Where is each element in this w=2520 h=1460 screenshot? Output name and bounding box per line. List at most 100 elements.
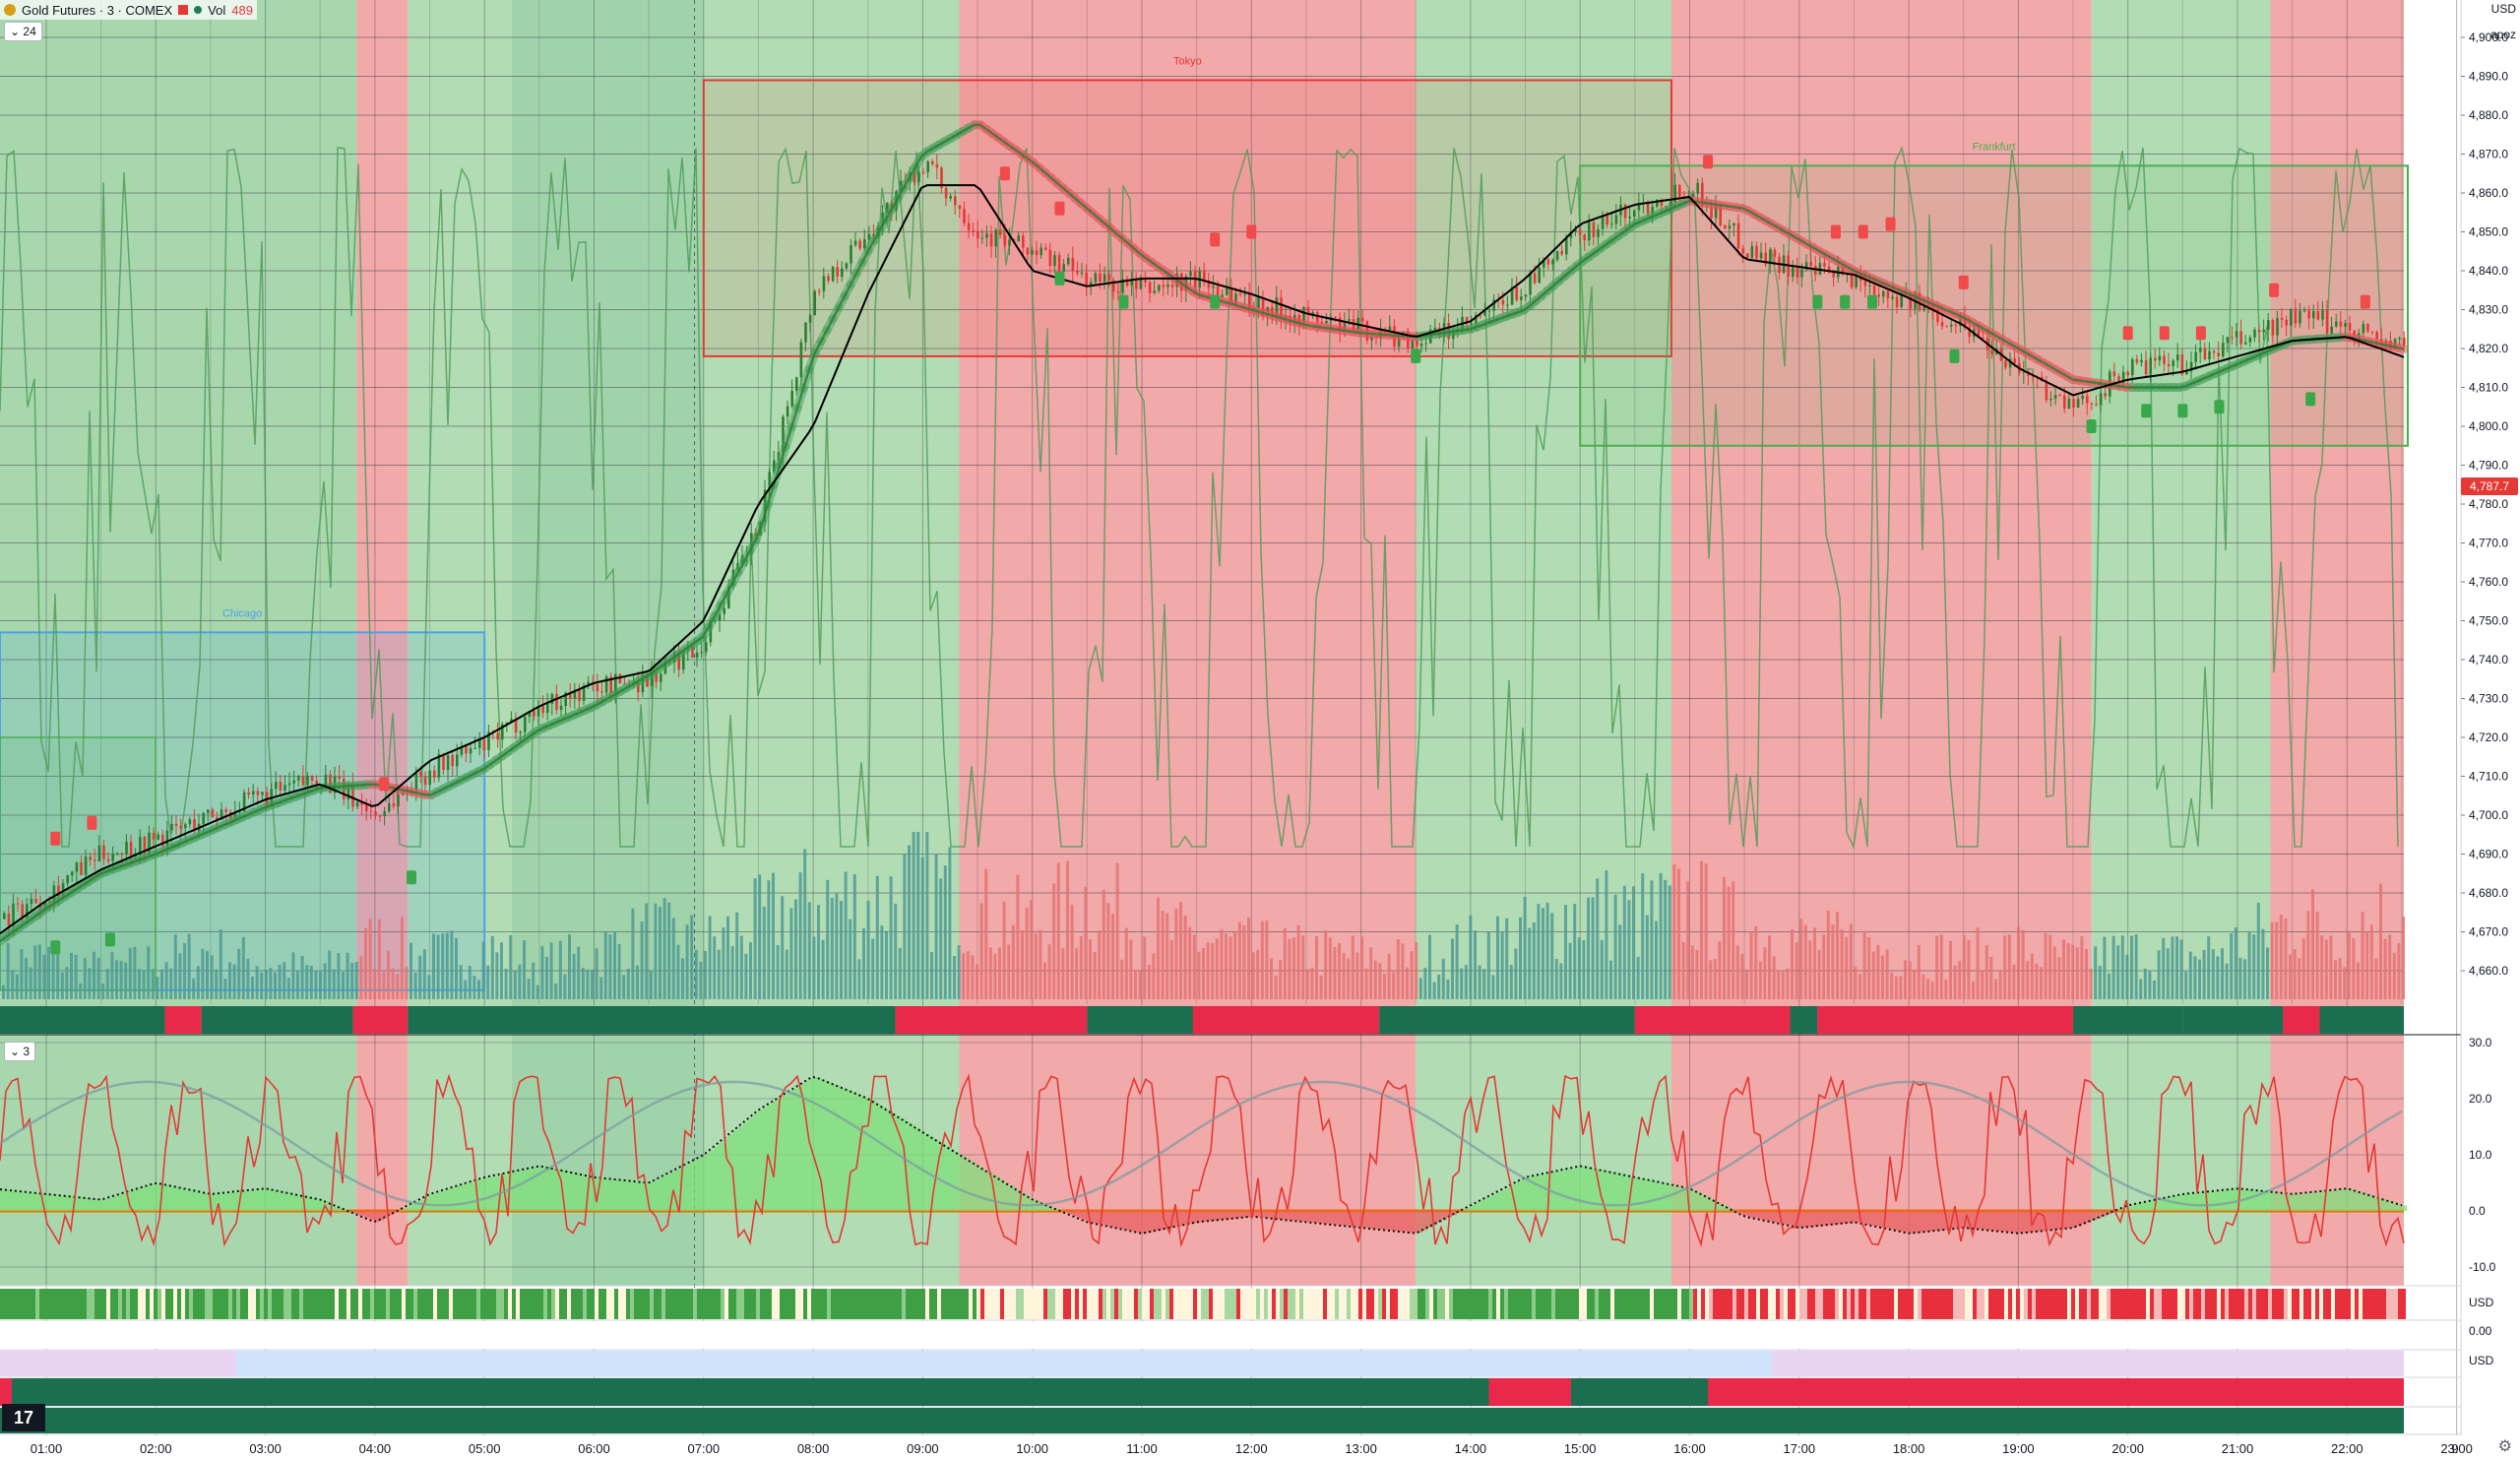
volume-label: Vol xyxy=(208,2,226,18)
time-tick-label: 18:00 xyxy=(1893,1441,1925,1456)
heat-strip-cell xyxy=(118,1289,122,1319)
osc-histogram-bar xyxy=(153,1183,158,1211)
heat-strip-cell xyxy=(945,1289,949,1319)
volume-bar xyxy=(164,962,168,999)
volume-bar xyxy=(934,854,938,999)
candle-body xyxy=(1229,287,1233,304)
time-axis[interactable]: 01:00 02:00 03:00 04:00 05:00 06:00 07:00 08:00… xyxy=(0,1435,2520,1460)
osc-histogram-bar xyxy=(571,1172,576,1211)
candle-body xyxy=(1053,255,1056,267)
heat-strip-cell xyxy=(764,1289,768,1319)
heat-strip-cell xyxy=(1516,1289,1520,1319)
heat-strip-cell xyxy=(2268,1289,2272,1319)
candle-body xyxy=(1543,259,1545,268)
heat-strip-cell xyxy=(1154,1289,1158,1319)
volume-bar xyxy=(1120,959,1124,999)
candle-body xyxy=(465,746,468,754)
osc-histogram-bar xyxy=(1496,1191,1501,1211)
price-axis[interactable]: 4,900.04,890.04,880.04,870.04,860.04,850… xyxy=(2460,0,2520,1460)
heat-strip-cell xyxy=(1079,1289,1083,1319)
candle-body xyxy=(841,268,844,277)
volume-bar xyxy=(2238,957,2242,999)
heat-strip-cell xyxy=(996,1289,1000,1319)
candle-body xyxy=(94,859,96,861)
candle-body xyxy=(582,685,586,701)
volume-bar xyxy=(2080,935,2084,999)
volume-bar xyxy=(418,955,422,999)
osc-histogram-bar xyxy=(2333,1189,2338,1211)
candle-body xyxy=(2302,310,2306,312)
volume-bar xyxy=(1994,979,1997,999)
volume-bar xyxy=(342,972,345,999)
scale-mode-label[interactable]: apoz xyxy=(2489,28,2516,41)
symbol-legend[interactable]: Gold Futures · 3 · COMEX Vol 489 xyxy=(0,0,257,20)
session-region-bull xyxy=(1416,0,1671,1286)
candle-body xyxy=(627,684,631,686)
candle-body xyxy=(2189,361,2193,372)
osc-pane-collapse-button[interactable]: ⌄ 3 xyxy=(4,1042,36,1061)
osc-histogram-bar xyxy=(310,1197,315,1211)
volume-bar xyxy=(223,978,227,999)
heat-strip-cell xyxy=(1040,1289,1043,1319)
volume-bar xyxy=(2256,902,2260,999)
candle-body xyxy=(1483,311,1486,316)
heat-strip-cell xyxy=(2327,1289,2331,1319)
time-tick-label: 15:00 xyxy=(1564,1441,1597,1456)
tradingview-logo[interactable]: 17 xyxy=(2,1404,45,1431)
volume-bar xyxy=(1034,933,1038,999)
heat-strip-cell xyxy=(2394,1289,2398,1319)
volume-bar xyxy=(25,957,28,999)
candle-body xyxy=(2167,363,2171,366)
volume-bar xyxy=(504,968,508,999)
volume-bar xyxy=(2247,931,2251,999)
candle-body xyxy=(1990,349,1993,354)
heat-strip-cell xyxy=(378,1289,382,1319)
heat-strip-cell xyxy=(386,1289,390,1319)
volume-bar xyxy=(332,969,336,999)
volume-bar xyxy=(2369,924,2373,999)
heat-strip-cell xyxy=(1504,1289,1508,1319)
candle-body xyxy=(660,673,662,682)
oscillator-pane[interactable] xyxy=(0,1042,2407,1268)
volume-bar xyxy=(916,832,920,999)
osc-histogram-bar xyxy=(1408,1211,1413,1233)
volume-bar xyxy=(1713,959,1717,999)
main-pane-collapse-button[interactable]: ⌄ 24 xyxy=(4,22,42,41)
heat-strip-cell xyxy=(1173,1289,1177,1319)
volume-bar xyxy=(2125,954,2129,999)
volume-bar xyxy=(1228,936,1232,999)
osc-histogram-bar xyxy=(1004,1181,1009,1211)
osc-histogram-bar xyxy=(2235,1188,2239,1211)
osc-histogram-bar xyxy=(1826,1211,1831,1226)
osc-histogram-bar xyxy=(2372,1196,2377,1211)
volume-bar xyxy=(1446,979,1450,999)
heat-strip-cell xyxy=(878,1289,882,1319)
candle-body xyxy=(1940,322,1944,327)
heat-strip-cell xyxy=(1008,1289,1012,1319)
osc-histogram-bar xyxy=(2289,1193,2294,1211)
trend-band-segment xyxy=(895,1006,1088,1034)
osc-histogram-bar xyxy=(2308,1192,2313,1211)
heat-strip-cell xyxy=(2016,1289,2020,1319)
candle-body xyxy=(1293,314,1296,324)
heat-strip-cell xyxy=(606,1289,610,1319)
candle-body xyxy=(2262,329,2265,333)
heat-strip-cell xyxy=(1102,1289,1106,1319)
osc-histogram-bar xyxy=(1043,1204,1048,1211)
heat-strip-cell xyxy=(1299,1289,1303,1319)
volume-bar xyxy=(2188,951,2192,999)
settings-gear-icon[interactable]: ⚙ xyxy=(2497,1438,2512,1455)
heat-strip-cell xyxy=(1575,1289,1579,1319)
currency-label[interactable]: USD xyxy=(2490,2,2516,16)
volume-bar xyxy=(993,953,997,999)
osc-histogram-bar xyxy=(851,1092,856,1211)
heat-strip-cell xyxy=(862,1289,866,1319)
candle-body xyxy=(275,782,278,790)
volume-bar xyxy=(1845,936,1849,999)
heat-strip-cell xyxy=(1567,1289,1571,1319)
candle-body xyxy=(1633,210,1636,217)
candle-body xyxy=(1284,315,1288,319)
candle-body xyxy=(1538,267,1541,284)
volume-bar xyxy=(274,972,277,999)
